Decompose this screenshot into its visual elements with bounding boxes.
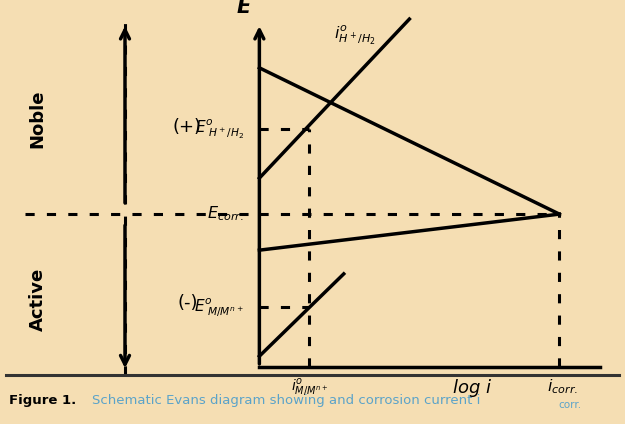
Text: $i_{corr.}$: $i_{corr.}$	[547, 377, 578, 396]
Text: (+): (+)	[173, 118, 202, 136]
Text: (-): (-)	[177, 294, 198, 312]
Text: Active: Active	[29, 267, 46, 331]
Text: $E^o_{\ M/M^{n+}}$: $E^o_{\ M/M^{n+}}$	[194, 296, 244, 319]
Text: $E^o_{\ H^+/H_2}$: $E^o_{\ H^+/H_2}$	[195, 117, 244, 141]
Text: Schematic Evans diagram showing and corrosion current i: Schematic Evans diagram showing and corr…	[92, 394, 480, 407]
Text: Figure 1.: Figure 1.	[9, 394, 77, 407]
Text: $\mathit{log\ i}$: $\mathit{log\ i}$	[452, 377, 492, 399]
Text: $\bfit{E}$: $\bfit{E}$	[236, 0, 252, 17]
Text: $i^o_{M/M^{n+}}$: $i^o_{M/M^{n+}}$	[291, 377, 328, 399]
Text: $E_{corr.}$: $E_{corr.}$	[207, 205, 244, 223]
Text: Noble: Noble	[29, 89, 46, 148]
Text: corr.: corr.	[558, 400, 581, 410]
Text: $i^o_{H^+/H_2}$: $i^o_{H^+/H_2}$	[334, 23, 376, 47]
